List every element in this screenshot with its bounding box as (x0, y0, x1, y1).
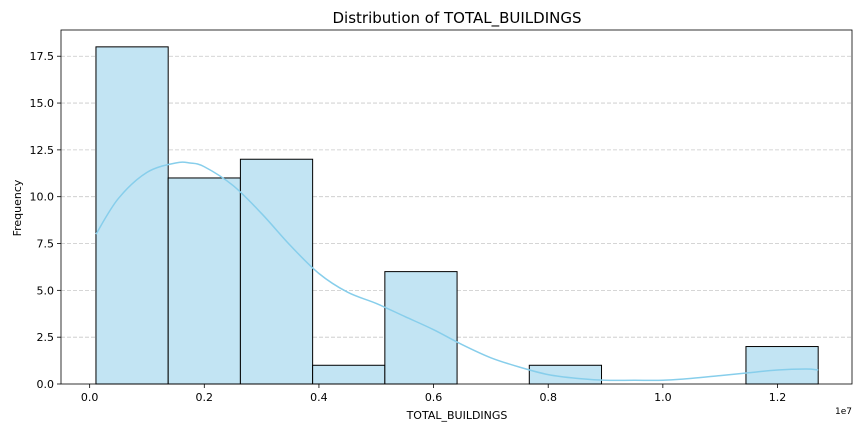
x-tick-label-6: 1.2 (769, 391, 787, 404)
histogram-bar-1 (167, 177, 241, 385)
y-tick-label-5: 12.5 (30, 144, 55, 157)
histogram-bar-4 (384, 271, 458, 385)
x-axis-ticks: 0.0 0.2 0.4 0.6 0.8 1.0 1.2 (81, 384, 786, 404)
kde-line (95, 161, 819, 382)
x-tick-label-3: 0.6 (425, 391, 443, 404)
x-tick-label-5: 1.0 (654, 391, 672, 404)
histogram-bar-0 (95, 46, 169, 385)
x-tick-label-4: 0.8 (539, 391, 557, 404)
y-tick-label-1: 2.5 (37, 331, 55, 344)
histogram-bar-9 (745, 346, 819, 385)
kde-curve (95, 161, 819, 382)
y-tick-label-7: 17.5 (30, 50, 55, 63)
plot-frame (60, 29, 853, 385)
histogram-bar-6 (528, 364, 603, 385)
y-tick-label-4: 10.0 (30, 191, 55, 204)
axes (60, 29, 853, 385)
chart-title: Distribution of TOTAL_BUILDINGS (333, 9, 582, 28)
y-tick-label-6: 15.0 (30, 97, 55, 110)
y-tick-label-0: 0.0 (37, 378, 55, 391)
x-axis-offset-label: 1e7 (835, 407, 852, 417)
x-tick-label-2: 0.4 (310, 391, 328, 404)
histogram-bars (95, 46, 819, 385)
y-axis-ticks: 0.0 2.5 5.0 7.5 10.0 12.5 15.0 17.5 (30, 50, 61, 391)
histogram-bar-2 (239, 158, 314, 385)
y-tick-label-2: 5.0 (37, 284, 55, 297)
x-tick-label-1: 0.2 (196, 391, 214, 404)
histogram-bar-3 (312, 364, 386, 385)
y-axis-label: Frequency (11, 179, 24, 236)
x-tick-label-0: 0.0 (81, 391, 99, 404)
x-axis-label: TOTAL_BUILDINGS (406, 409, 508, 422)
y-tick-label-3: 7.5 (37, 238, 55, 251)
